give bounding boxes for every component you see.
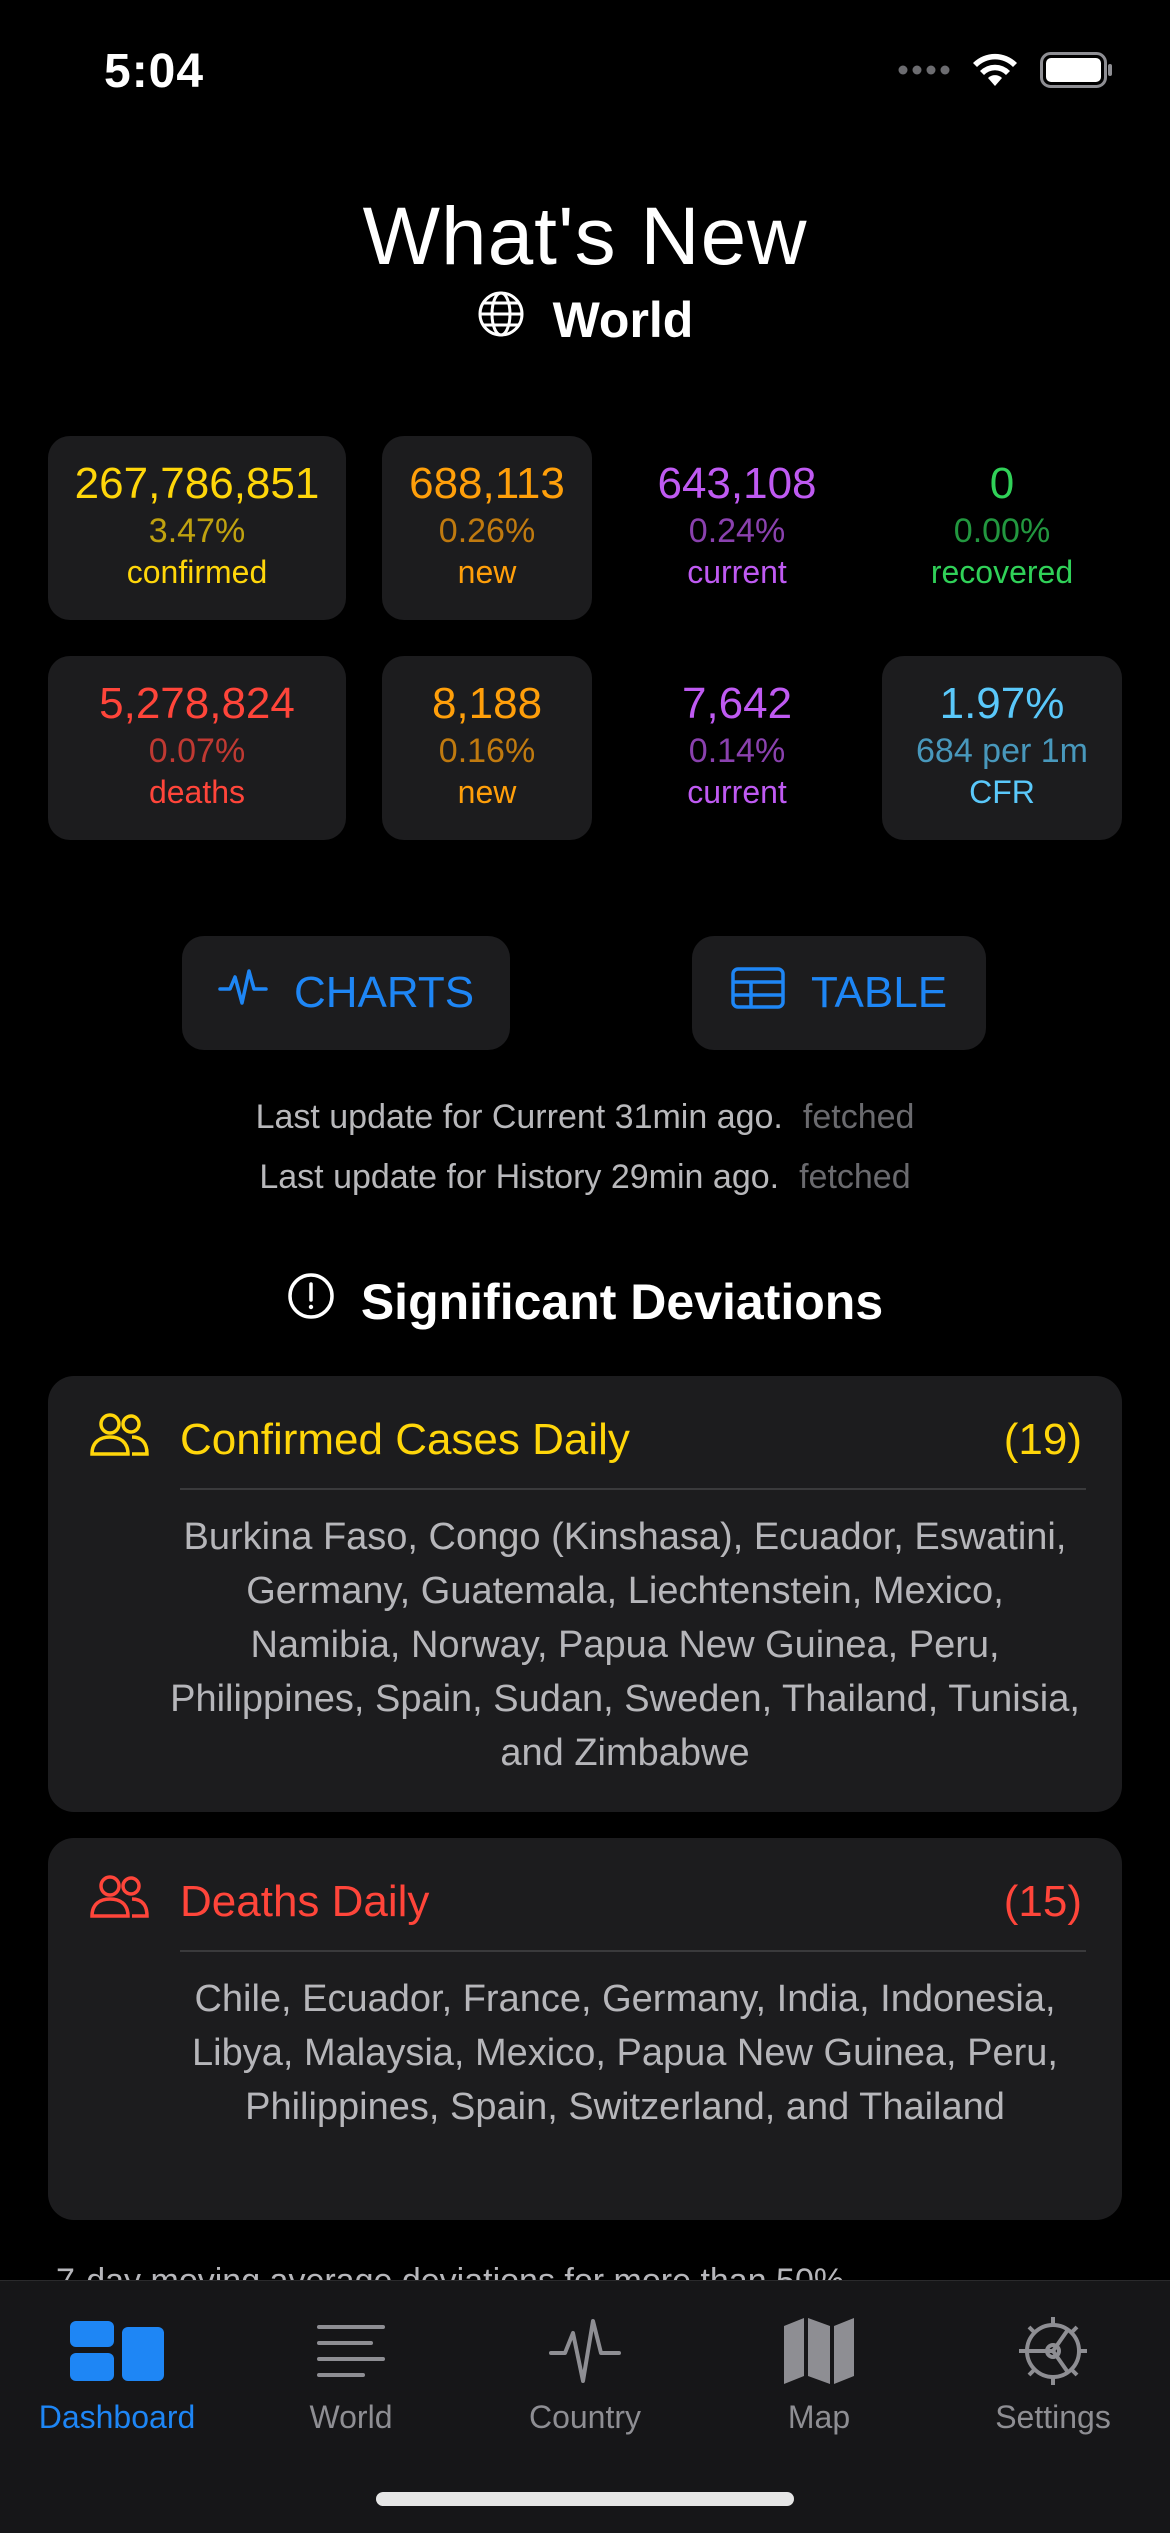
people-icon: [88, 1874, 150, 1929]
recovered-percent: 0.00%: [953, 512, 1051, 550]
current-confirmed-percent: 0.24%: [688, 512, 786, 550]
region-label: World: [552, 292, 694, 348]
globe-icon: [477, 290, 525, 350]
table-button[interactable]: TABLE: [692, 936, 986, 1050]
divider: [180, 1488, 1086, 1490]
recovered-label: recovered: [930, 554, 1074, 590]
tab-bar: Dashboard World Country Map Settings: [0, 2280, 1170, 2533]
update-current-text: Last update for Current 31min ago.: [255, 1098, 783, 1136]
deaths-deviations-countries: Chile, Ecuador, France, Germany, India, …: [192, 1978, 1058, 2128]
dashboard-icon: [0, 2303, 234, 2399]
new-confirmed-percent: 0.26%: [438, 512, 536, 550]
tab-dashboard[interactable]: Dashboard: [0, 2303, 234, 2436]
tab-country-label: Country: [528, 2399, 642, 2435]
new-confirmed-label: new: [457, 554, 517, 590]
current-deaths-percent: 0.14%: [688, 732, 786, 770]
update-history-text: Last update for History 29min ago.: [259, 1158, 780, 1196]
map-icon: [702, 2303, 936, 2399]
new-deaths-percent: 0.16%: [438, 732, 536, 770]
status-time: 5:04: [104, 45, 205, 98]
home-indicator: [376, 2492, 794, 2506]
deaths-stat[interactable]: 5,278,824 0.07% deaths: [48, 656, 346, 840]
gear-icon: [936, 2303, 1170, 2399]
table-button-label: TABLE: [810, 968, 948, 1017]
waveform-icon: [468, 2303, 702, 2399]
deaths-deviations-count: (15): [1003, 1876, 1082, 1926]
cfr-stat[interactable]: 1.97% 684 per 1m CFR: [882, 656, 1122, 840]
confirmed-deviations-card[interactable]: Confirmed Cases Daily (19) Burkina Faso,…: [48, 1376, 1122, 1812]
waveform-icon: [218, 967, 268, 1020]
current-confirmed-stat: 643,108 0.24% current: [628, 436, 846, 620]
deaths-label: deaths: [148, 774, 246, 810]
tab-map[interactable]: Map: [702, 2303, 936, 2436]
deaths-percent: 0.07%: [148, 732, 246, 770]
confirmed-deviations-countries: Burkina Faso, Congo (Kinshasa), Ecuador,…: [170, 1516, 1080, 1774]
page-title: What's New: [362, 191, 808, 282]
status-icons: [898, 52, 1114, 93]
cellular-signal-icon: [898, 63, 950, 82]
deaths-value: 5,278,824: [99, 679, 295, 728]
tab-settings[interactable]: Settings: [936, 2303, 1170, 2436]
list-icon: [234, 2303, 468, 2399]
tab-world[interactable]: World: [234, 2303, 468, 2436]
new-confirmed-value: 688,113: [409, 459, 565, 508]
new-confirmed-stat[interactable]: 688,113 0.26% new: [382, 436, 592, 620]
deaths-deviations-title: Deaths Daily: [180, 1876, 430, 1926]
confirmed-deviations-title: Confirmed Cases Daily: [180, 1414, 630, 1464]
current-deaths-stat: 7,642 0.14% current: [628, 656, 846, 840]
tab-world-label: World: [309, 2399, 393, 2435]
confirmed-deviations-count: (19): [1003, 1414, 1082, 1464]
update-current-status: fetched: [802, 1098, 915, 1136]
update-history-status: fetched: [799, 1158, 911, 1196]
divider: [180, 1950, 1086, 1952]
region-selector[interactable]: World: [0, 290, 1170, 350]
tab-map-label: Map: [787, 2399, 851, 2435]
current-deaths-label: current: [687, 774, 787, 810]
wifi-icon: [972, 52, 1018, 93]
charts-button-label: CHARTS: [293, 968, 475, 1017]
cfr-value: 1.97%: [939, 679, 1065, 728]
charts-button[interactable]: CHARTS: [182, 936, 510, 1050]
current-confirmed-label: current: [687, 554, 787, 590]
cfr-per-million: 684 per 1m: [916, 732, 1088, 770]
current-confirmed-value: 643,108: [657, 459, 817, 508]
confirmed-value: 267,786,851: [74, 459, 320, 508]
tab-settings-label: Settings: [995, 2399, 1111, 2435]
exclamation-circle-icon: [287, 1272, 335, 1332]
battery-icon: [1040, 52, 1114, 93]
update-current: Last update for Current 31min ago. fetche…: [0, 1098, 1170, 1137]
new-deaths-label: new: [457, 774, 517, 810]
deviations-title: Significant Deviations: [360, 1274, 884, 1330]
tab-country[interactable]: Country: [468, 2303, 702, 2436]
confirmed-percent: 3.47%: [148, 512, 246, 550]
confirmed-label: confirmed: [126, 554, 268, 590]
recovered-stat: 0 0.00% recovered: [882, 436, 1122, 620]
confirmed-stat[interactable]: 267,786,851 3.47% confirmed: [48, 436, 346, 620]
tab-dashboard-label: Dashboard: [38, 2399, 196, 2435]
deviations-header: Significant Deviations: [0, 1272, 1170, 1332]
people-icon: [88, 1412, 150, 1467]
cfr-label: CFR: [969, 774, 1035, 810]
new-deaths-value: 8,188: [431, 679, 543, 728]
deaths-deviations-card[interactable]: Deaths Daily (15) Chile, Ecuador, France…: [48, 1838, 1122, 2220]
current-deaths-value: 7,642: [681, 679, 793, 728]
new-deaths-stat[interactable]: 8,188 0.16% new: [382, 656, 592, 840]
table-icon: [731, 966, 785, 1020]
recovered-value: 0: [989, 459, 1015, 508]
update-history: Last update for History 29min ago. fetche…: [0, 1158, 1170, 1197]
